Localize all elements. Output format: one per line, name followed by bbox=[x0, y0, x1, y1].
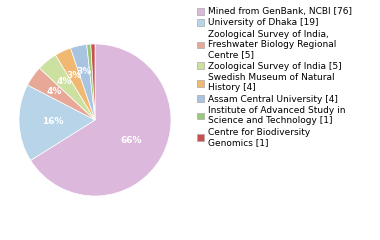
Wedge shape bbox=[71, 44, 95, 120]
Wedge shape bbox=[91, 44, 95, 120]
Wedge shape bbox=[31, 44, 171, 196]
Text: 4%: 4% bbox=[47, 87, 62, 96]
Text: 66%: 66% bbox=[121, 136, 142, 145]
Wedge shape bbox=[40, 55, 95, 120]
Text: 3%: 3% bbox=[77, 67, 92, 76]
Wedge shape bbox=[27, 68, 95, 120]
Wedge shape bbox=[19, 85, 95, 160]
Wedge shape bbox=[55, 48, 95, 120]
Wedge shape bbox=[87, 44, 95, 120]
Legend: Mined from GenBank, NCBI [76], University of Dhaka [19], Zoological Survey of In: Mined from GenBank, NCBI [76], Universit… bbox=[195, 5, 355, 150]
Text: 4%: 4% bbox=[56, 77, 71, 86]
Text: 16%: 16% bbox=[43, 117, 64, 126]
Text: 3%: 3% bbox=[66, 71, 82, 80]
